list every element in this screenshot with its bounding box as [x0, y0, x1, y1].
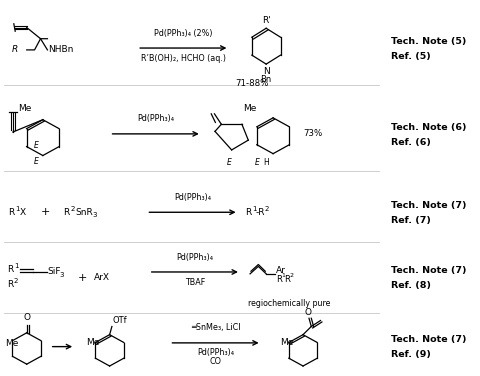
Text: E: E [34, 141, 39, 150]
Text: 1: 1 [14, 262, 18, 268]
Text: 2: 2 [70, 206, 75, 212]
Text: Ref. (7): Ref. (7) [390, 216, 430, 225]
Text: R: R [245, 208, 251, 217]
Text: R: R [63, 208, 70, 217]
Text: 2: 2 [288, 273, 293, 278]
Text: +: + [40, 207, 50, 217]
Text: Ref. (9): Ref. (9) [390, 350, 430, 359]
Text: 71-88%: 71-88% [235, 79, 268, 88]
Text: Pd(PPh₃)₄: Pd(PPh₃)₄ [176, 253, 213, 262]
Text: 1: 1 [281, 273, 285, 278]
Text: Pd(PPh₃)₄: Pd(PPh₃)₄ [174, 193, 211, 202]
Text: Bn: Bn [260, 74, 271, 83]
Text: Pd(PPh₃)₄: Pd(PPh₃)₄ [197, 349, 234, 358]
Text: O: O [23, 313, 30, 322]
Text: 73%: 73% [302, 129, 322, 138]
Text: N: N [262, 67, 269, 76]
Text: 2: 2 [14, 277, 18, 284]
Text: ArX: ArX [93, 273, 109, 282]
Text: R’B(OH)₂, HCHO (aq.): R’B(OH)₂, HCHO (aq.) [141, 54, 225, 63]
Text: 1: 1 [252, 206, 256, 212]
Text: Me: Me [279, 338, 293, 347]
Text: O: O [303, 308, 311, 317]
Text: R: R [284, 275, 289, 284]
Text: Tech. Note (7): Tech. Note (7) [390, 266, 465, 275]
Text: Me: Me [243, 104, 256, 112]
Text: R: R [8, 208, 14, 217]
Text: 2: 2 [264, 206, 269, 212]
Text: H: H [263, 158, 268, 167]
Text: Me: Me [18, 104, 31, 113]
Text: R: R [7, 280, 13, 289]
Text: 3: 3 [60, 272, 64, 278]
Text: R: R [11, 45, 17, 55]
Text: -R: -R [255, 208, 265, 217]
Text: SnR: SnR [75, 208, 93, 217]
Text: 3: 3 [92, 212, 96, 218]
Text: Tech. Note (7): Tech. Note (7) [390, 201, 465, 210]
Text: regiochemically pure: regiochemically pure [247, 299, 329, 308]
Text: 1: 1 [15, 206, 20, 212]
Text: Me: Me [86, 338, 100, 347]
Text: Tech. Note (6): Tech. Note (6) [390, 123, 465, 132]
Text: R: R [276, 275, 282, 284]
Text: R: R [7, 265, 13, 274]
Text: +: + [77, 273, 86, 283]
Text: TBAF: TBAF [184, 277, 204, 287]
Text: Ref. (5): Ref. (5) [390, 52, 430, 61]
Text: Pd(PPh₃)₄ (2%): Pd(PPh₃)₄ (2%) [154, 29, 212, 38]
Text: CO: CO [209, 357, 221, 366]
Text: Ref. (8): Ref. (8) [390, 281, 430, 290]
Text: SiF: SiF [47, 267, 60, 276]
Text: E: E [254, 158, 259, 167]
Text: NHBn: NHBn [48, 45, 73, 55]
Text: ═SnMe₃, LiCl: ═SnMe₃, LiCl [191, 323, 240, 332]
Text: Ref. (6): Ref. (6) [390, 138, 430, 147]
Text: Tech. Note (7): Tech. Note (7) [390, 335, 465, 344]
Text: E: E [227, 158, 231, 167]
Text: R': R' [261, 16, 270, 25]
Text: Ar: Ar [276, 265, 286, 274]
Text: E: E [34, 158, 39, 167]
Text: OTf: OTf [112, 316, 127, 325]
Text: Pd(PPh₃)₄: Pd(PPh₃)₄ [137, 114, 174, 123]
Text: Tech. Note (5): Tech. Note (5) [390, 37, 465, 46]
Text: Me: Me [5, 339, 18, 348]
Text: X: X [20, 208, 26, 217]
